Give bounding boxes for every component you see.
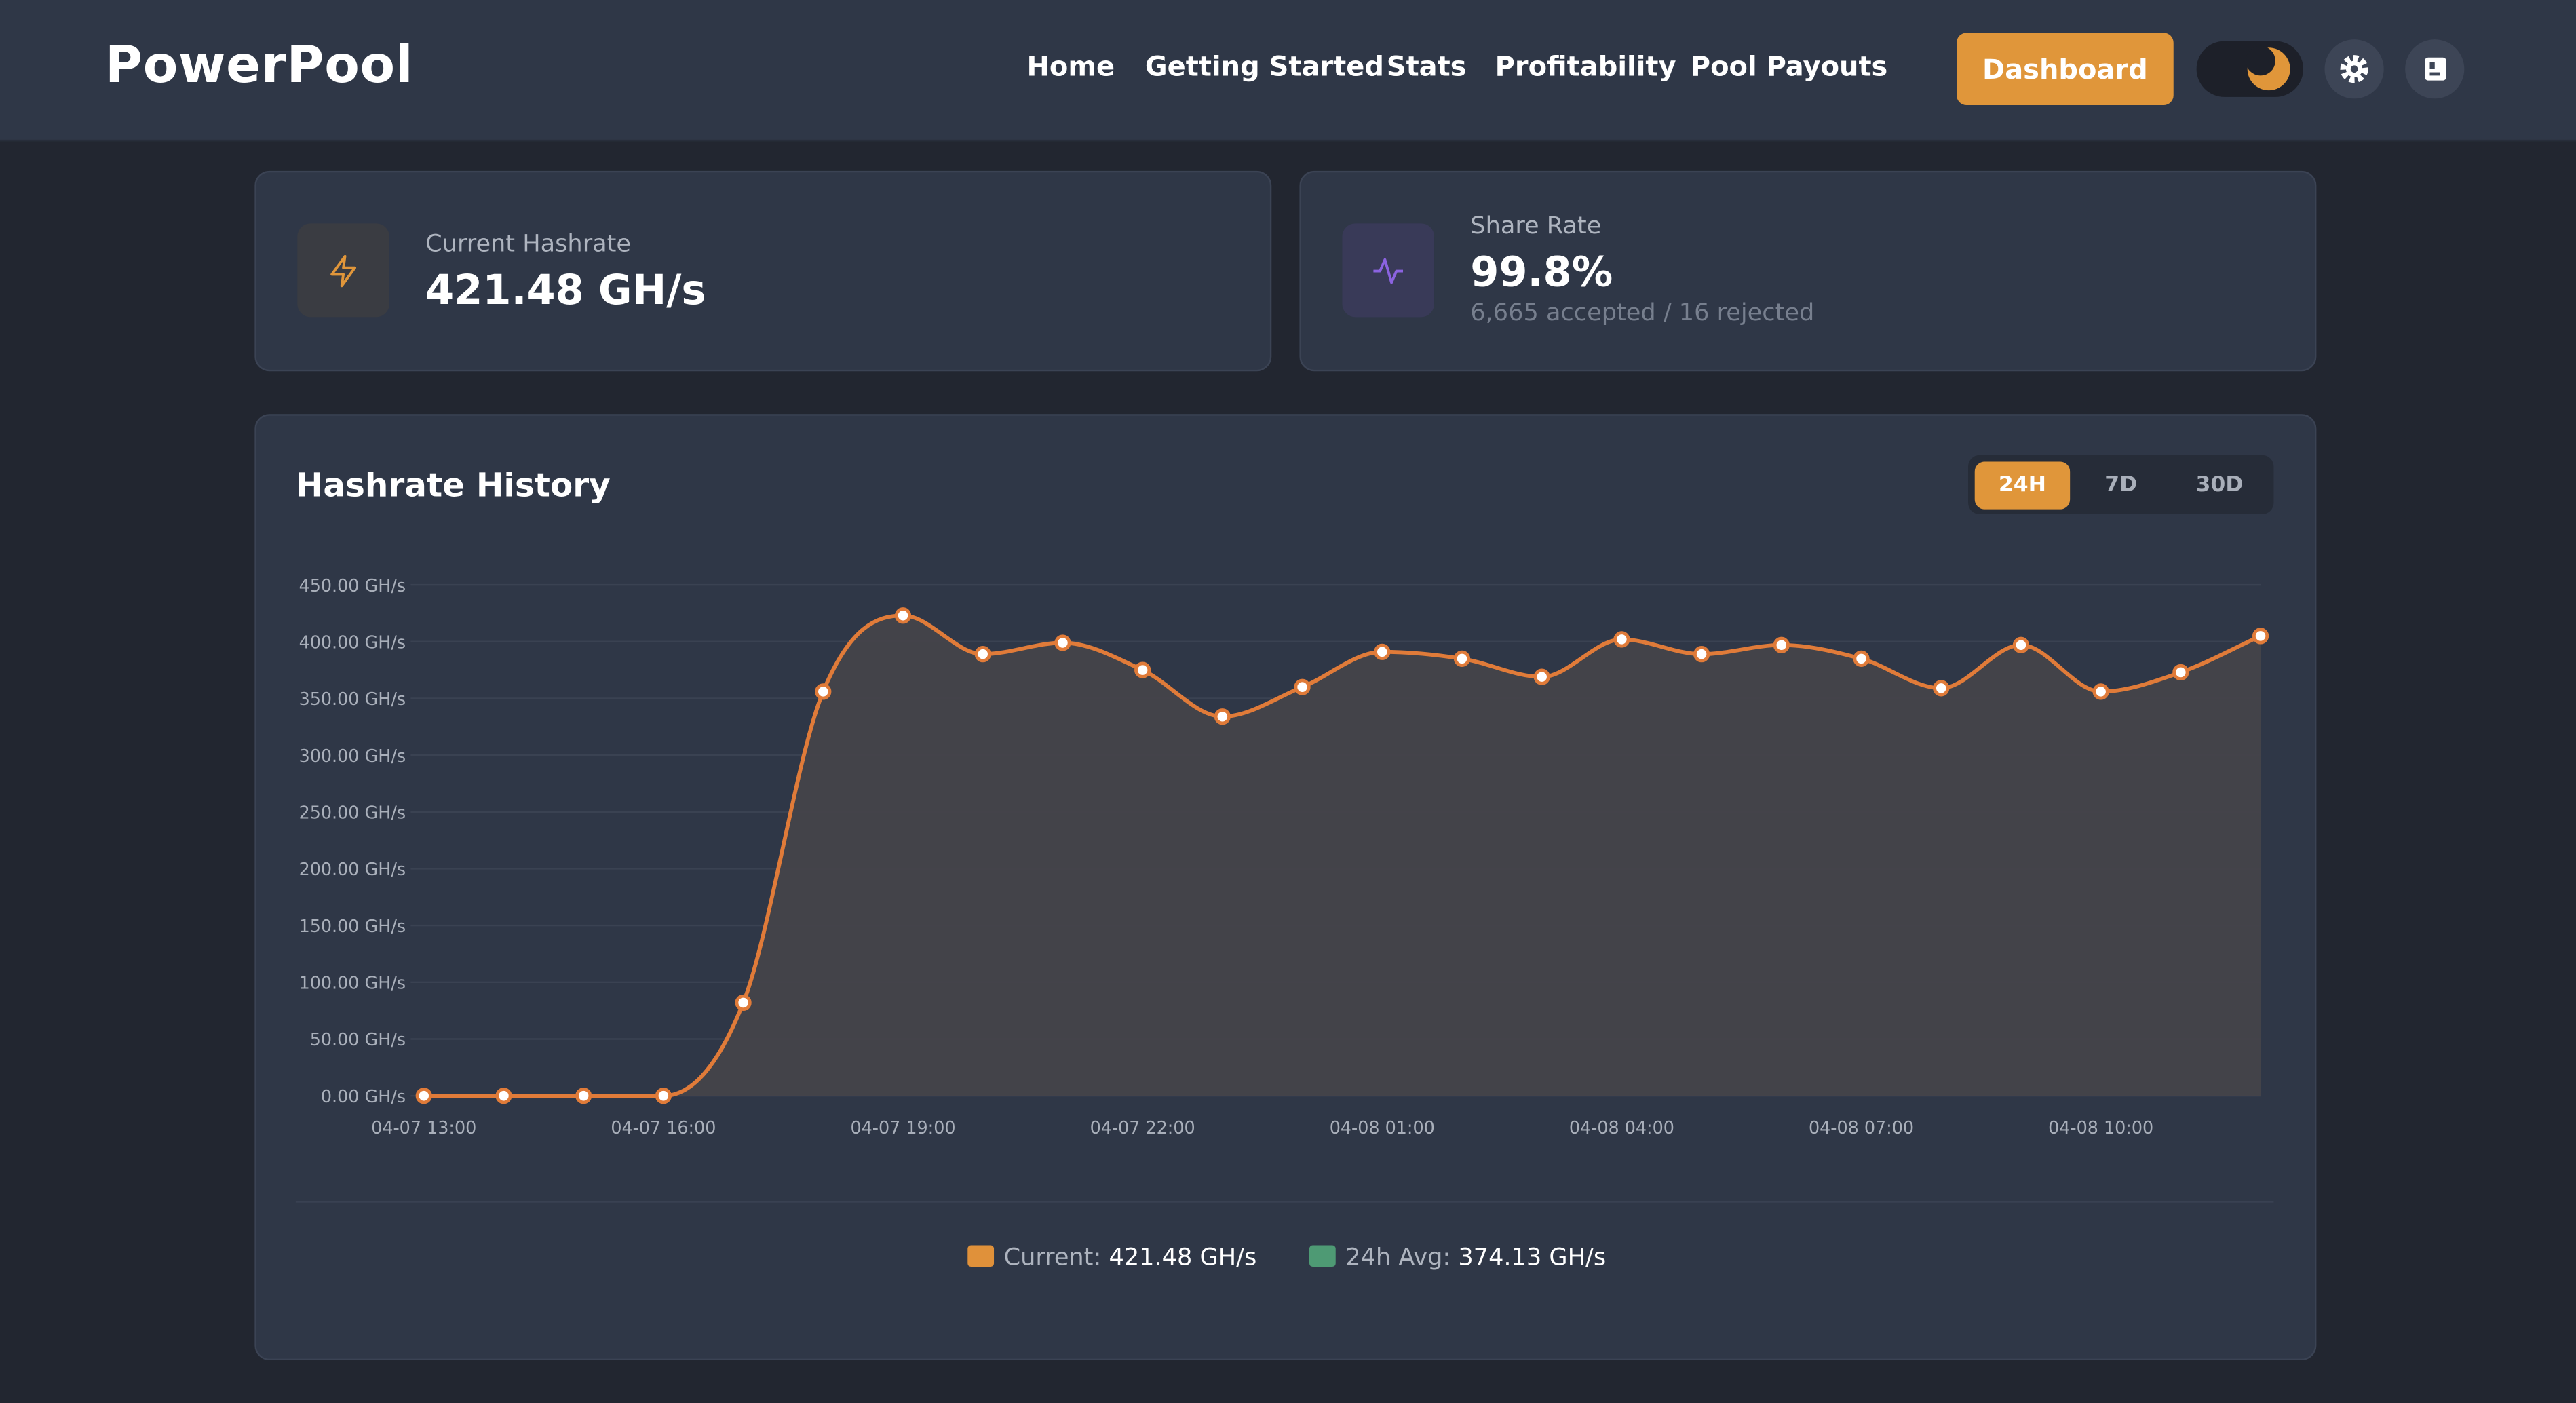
header: PowerPool Home Getting Started Stats Pro… <box>0 0 2576 142</box>
point <box>2012 636 2030 653</box>
point <box>1374 643 1391 660</box>
logo[interactable]: PowerPool <box>104 36 414 96</box>
legend-label: Current: <box>1003 1245 1102 1272</box>
stat-label: Share Rate <box>1470 213 1602 240</box>
point <box>974 646 991 663</box>
point <box>1853 650 1870 667</box>
y-tick-label: 400.00 GH/s <box>299 632 406 652</box>
hashrate-card: Current Hashrate 421.48 GH/s <box>254 170 1272 372</box>
settings-button[interactable] <box>2324 39 2384 99</box>
point <box>1134 661 1151 678</box>
y-tick-label: 350.00 GH/s <box>299 689 406 709</box>
point <box>1054 634 1071 651</box>
share-rate-card: Share Rate 99.8% 6,665 accepted / 16 rej… <box>1299 170 2317 372</box>
stat-detail: 6,665 accepted / 16 rejected <box>1470 301 1815 327</box>
nav-link[interactable]: Pool Payouts <box>1690 51 1888 83</box>
y-tick-label: 0.00 GH/s <box>321 1086 406 1107</box>
point <box>1214 708 1231 725</box>
range-tabs: 24H 7D 30D <box>1968 455 2274 514</box>
point <box>1533 668 1550 685</box>
point <box>735 994 752 1012</box>
x-tick-label: 04-08 01:00 <box>1330 1117 1435 1138</box>
point <box>894 607 912 624</box>
x-tick-label: 04-08 10:00 <box>2048 1117 2153 1138</box>
lightning-icon <box>330 254 356 287</box>
point <box>575 1088 592 1104</box>
stat-value: 421.48 GH/s <box>425 266 706 314</box>
point <box>1773 636 1790 653</box>
y-tick-label: 200.00 GH/s <box>299 859 406 879</box>
theme-toggle[interactable] <box>2196 41 2304 97</box>
icon-box <box>297 223 389 318</box>
gear-icon <box>2340 55 2368 83</box>
point <box>1933 680 1950 697</box>
point <box>815 683 832 700</box>
point <box>1294 678 1311 695</box>
point <box>2092 683 2109 700</box>
legend-item: Current: 421.48 GH/s <box>967 1245 1257 1272</box>
point <box>1613 631 1630 648</box>
legend-swatch <box>967 1245 995 1267</box>
chart-title: Hashrate History <box>295 465 611 505</box>
account-icon <box>2425 57 2446 81</box>
legend-label: 24h Avg: <box>1345 1245 1451 1272</box>
y-tick-label: 50.00 GH/s <box>310 1029 406 1050</box>
legend-swatch <box>1309 1245 1336 1267</box>
legend-value: 374.13 GH/s <box>1458 1245 1607 1272</box>
point <box>1453 650 1471 667</box>
y-tick-label: 250.00 GH/s <box>299 802 406 822</box>
range-tab[interactable]: 24H <box>1974 461 2071 510</box>
nav-link[interactable]: Profitability <box>1495 51 1676 83</box>
y-tick-label: 150.00 GH/s <box>299 916 406 936</box>
nav-link[interactable]: Getting Started <box>1145 51 1384 83</box>
legend-value: 421.48 GH/s <box>1109 1245 1257 1272</box>
x-tick-label: 04-08 07:00 <box>1809 1117 1914 1138</box>
dashboard-button[interactable]: Dashboard <box>1957 33 2174 105</box>
point <box>1693 646 1710 663</box>
point <box>415 1088 432 1104</box>
stat-value: 99.8% <box>1470 248 1613 296</box>
x-tick-label: 04-07 16:00 <box>611 1117 716 1138</box>
range-tab[interactable]: 7D <box>2104 473 2138 498</box>
range-tab[interactable]: 30D <box>2195 473 2244 498</box>
y-tick-label: 100.00 GH/s <box>299 973 406 993</box>
moon-icon <box>2246 45 2290 91</box>
x-tick-label: 04-07 13:00 <box>371 1117 476 1138</box>
point <box>655 1088 672 1104</box>
y-tick-label: 300.00 GH/s <box>299 746 406 766</box>
point <box>2252 628 2269 645</box>
legend-item: 24h Avg: 374.13 GH/s <box>1309 1245 1607 1272</box>
x-tick-label: 04-08 04:00 <box>1569 1117 1674 1138</box>
account-button[interactable] <box>2405 39 2465 99</box>
point <box>495 1088 512 1104</box>
x-tick-label: 04-07 19:00 <box>850 1117 955 1138</box>
y-tick-label: 450.00 GH/s <box>299 575 406 596</box>
x-tick-label: 04-07 22:00 <box>1090 1117 1195 1138</box>
area <box>423 615 2261 1096</box>
stat-label: Current Hashrate <box>425 231 632 258</box>
nav-link[interactable]: Home <box>1026 51 1115 83</box>
point <box>2172 664 2189 681</box>
pulse-icon <box>1373 257 1404 284</box>
icon-box <box>1342 223 1435 318</box>
nav-link[interactable]: Stats <box>1386 51 1467 83</box>
